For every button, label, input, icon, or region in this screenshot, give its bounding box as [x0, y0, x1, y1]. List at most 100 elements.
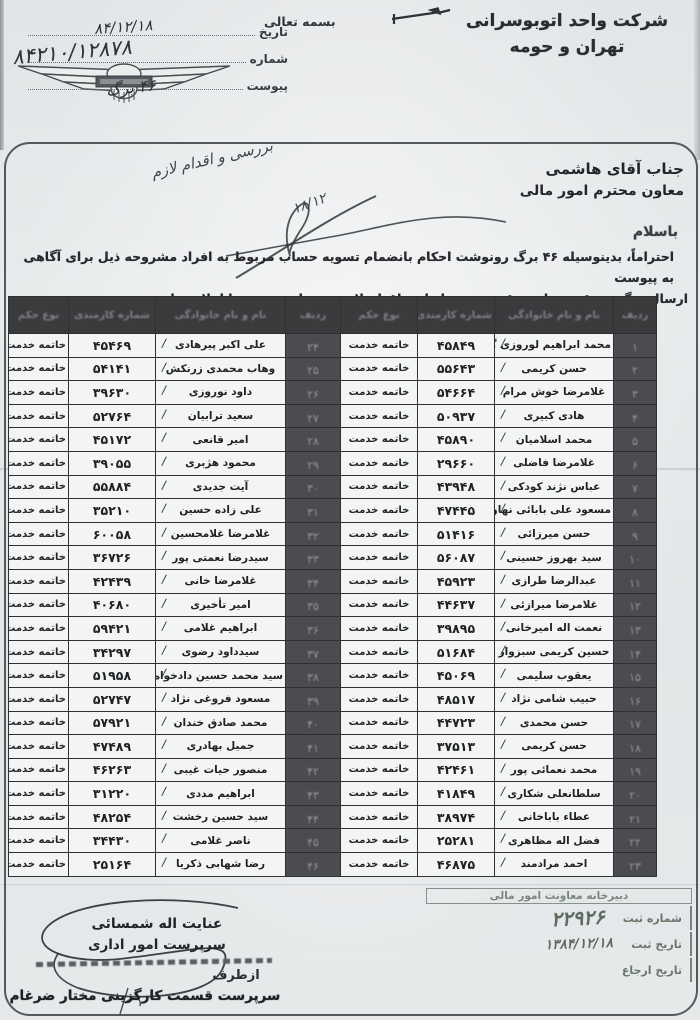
check-slash-mark: /	[160, 595, 168, 610]
cell-number-left: ۳۹۰۵۵	[68, 450, 156, 476]
cell-number-left: ۳۶۷۲۶	[68, 545, 156, 570]
check-slash-mark: /	[499, 854, 507, 870]
cell-row-number-right: ۱۷	[613, 710, 657, 736]
stamp-refdate-label: تاریخ ارجاع	[621, 963, 682, 977]
cell-row-number-right: ۲۱	[613, 804, 657, 830]
cell-number-left: ۳۱۲۲۰	[68, 781, 156, 806]
cell-name-left: امیر قانعی /	[155, 427, 286, 452]
cell-status-right: خاتمه خدمت	[340, 804, 418, 830]
check-slash-mark: /	[160, 618, 168, 634]
cell-number-left: ۵۲۷۶۴	[68, 403, 156, 429]
cell-status-right: خاتمه خدمت	[340, 403, 418, 429]
cell-status-left: خاتمه خدمت	[8, 498, 69, 523]
cell-name-right: حسن میرزائی /	[494, 521, 614, 547]
cell-status-right: خاتمه خدمت	[340, 450, 418, 476]
stamp-header: دبیرخانه معاونت امور مالی	[426, 888, 692, 904]
cell-number-right: ۵۱۶۸۴	[417, 639, 495, 665]
cell-name-left: مسعود فروغی نژاد /	[155, 686, 286, 712]
cell-name-left: جمیل بهادری /	[155, 734, 286, 759]
signatory-title: سرپرست امور اداری	[88, 937, 226, 953]
cell-number-left: ۴۰۶۸۰	[68, 592, 156, 618]
cell-status-left: خاتمه خدمت	[8, 804, 69, 830]
check-slash-mark: /	[160, 713, 168, 728]
cell-status-right: خاتمه خدمت	[340, 592, 418, 618]
cell-number-left: ۶۰۰۵۸	[68, 521, 156, 547]
cell-name-right: محمد اسلامیان /	[494, 427, 614, 452]
cell-status-left: خاتمه خدمت	[8, 734, 69, 759]
check-slash-mark: /	[160, 854, 168, 870]
cell-row-number-left: ۳۵	[285, 592, 341, 618]
cell-name-left: سعید ترابیان /	[155, 403, 286, 429]
deputy-signatory-line: سرپرست قسمت کارگزینی مختار ضرغام	[9, 988, 281, 1004]
cell-status-left: خاتمه خدمت	[8, 592, 69, 618]
cell-name-right: نعمت اله امیرخانی /	[494, 616, 614, 641]
cell-name-right: عبدالرضا طرازی /	[494, 568, 614, 594]
header-row-right: ردیف	[613, 296, 657, 334]
table-header-row: ردیف نام و نام خانوادگی شماره کارمندی نو…	[8, 296, 657, 334]
cell-row-number-left: ۳۴	[285, 568, 341, 594]
cell-status-right: خاتمه خدمت	[340, 333, 418, 358]
cell-status-right: خاتمه خدمت	[340, 521, 418, 547]
cell-name-right: یعقوب سلیمی /	[494, 663, 614, 688]
cell-name-right: مسعود علی بابائی نهاوندی/	[494, 498, 614, 523]
cell-row-number-left: ۲۶	[285, 380, 341, 405]
number-label: شماره	[249, 52, 288, 66]
check-slash-mark: /	[499, 736, 507, 752]
cell-row-number-right: ۲	[613, 356, 657, 382]
check-slash-mark: /	[499, 595, 507, 610]
cell-row-number-left: ۳۶	[285, 616, 341, 641]
cell-number-right: ۴۷۴۴۵	[417, 498, 495, 523]
meta-attachment-line: پیوست	[28, 66, 288, 93]
company-logo	[8, 52, 240, 114]
cell-row-number-left: ۳۷	[285, 639, 341, 665]
cell-row-number-left: ۴۲	[285, 757, 341, 783]
cell-status-left: خاتمه خدمت	[8, 852, 69, 877]
stamp-regno-label: شماره ثبت	[622, 911, 682, 925]
cell-number-left: ۴۸۲۵۴	[68, 804, 156, 830]
table-row: ۲۱ عطاء باباخانی/۳۸۹۷۴ خاتمه خدمت ۴۴ سید حسی…	[8, 804, 657, 830]
table-row: ۱۲ غلامرضا میرازئی/۴۴۶۳۷ خاتمه خدمت ۳۵ امیر …	[8, 592, 657, 618]
stamp-regno-row: شماره ثبت ۲۲۹۲۶	[416, 904, 692, 932]
cell-status-right: خاتمه خدمت	[340, 356, 418, 382]
personnel-roster-table: ردیف نام و نام خانوادگی شماره کارمندی نو…	[8, 296, 657, 877]
cell-status-left: خاتمه خدمت	[8, 781, 69, 806]
cell-row-number-left: ۲۴	[285, 333, 341, 358]
scan-edge-right	[694, 0, 700, 160]
cell-name-right: احمد مرادمند /	[494, 852, 614, 877]
cell-number-right: ۲۵۲۸۱	[417, 828, 495, 854]
table-row: ۳ غلامرضا خوش مرام/۵۴۶۶۴ خاتمه خدمت ۲۶ داود …	[8, 380, 657, 405]
cell-number-right: ۴۵۰۶۹	[417, 663, 495, 688]
cell-number-left: ۲۵۱۶۴	[68, 852, 156, 877]
cell-number-right: ۴۸۵۱۷	[417, 686, 495, 712]
cell-status-left: خاتمه خدمت	[8, 686, 69, 712]
check-slash-mark: /	[499, 500, 507, 516]
cell-number-left: ۳۹۶۳۰	[68, 380, 156, 405]
check-slash-mark: /	[499, 571, 507, 587]
cell-status-right: خاتمه خدمت	[340, 734, 418, 759]
table-row: ۶ غلامرضا فاضلی/۲۹۶۶۰ خاتمه خدمت ۲۹ محمود هژ…	[8, 450, 657, 476]
check-slash-mark: /	[499, 784, 507, 799]
cell-number-left: ۵۷۹۲۱	[68, 710, 156, 736]
check-slash-mark: /	[499, 807, 507, 823]
cell-name-left: محمد صادق خندان /	[155, 710, 286, 736]
cell-row-number-left: ۳۹	[285, 686, 341, 712]
cell-number-right: ۵۱۴۱۶	[417, 521, 495, 547]
cell-number-right: ۴۴۷۲۳	[417, 710, 495, 736]
cell-name-right: حسن کریمی /	[494, 356, 614, 382]
check-slash-mark: /	[160, 642, 168, 657]
letter-body-frame	[4, 142, 698, 1016]
cell-status-left: خاتمه خدمت	[8, 474, 69, 500]
cell-status-left: خاتمه خدمت	[8, 380, 69, 405]
table-row: ۱۷ حسن محمدی/۴۴۷۲۳ خاتمه خدمت ۴۰ محمد صادق خ…	[8, 710, 657, 736]
check-slash-mark: /	[160, 524, 168, 539]
stamp-regno-value: ۲۲۹۲۶	[550, 904, 606, 932]
check-slash-mark: /	[499, 524, 507, 539]
table-row: ۱۵ یعقوب سلیمی/۴۵۰۶۹ خاتمه خدمت ۳۸ سید محمد …	[8, 663, 657, 688]
cell-status-left: خاتمه خدمت	[8, 757, 69, 783]
cell-name-right: غلامرضا میرازئی /	[494, 592, 614, 618]
table-row: ۲ حسن کریمی/۵۵۶۴۳ خاتمه خدمت ۲۵ وهاب محمدی ز…	[8, 356, 657, 382]
cell-status-right: خاتمه خدمت	[340, 757, 418, 783]
check-slash-mark: /	[160, 571, 168, 587]
stamp-regdate-row: تاریخ ثبت ۱۳۸۴/۱۲/۱۸	[416, 932, 692, 956]
cell-row-number-right: ۱۱	[613, 568, 657, 594]
